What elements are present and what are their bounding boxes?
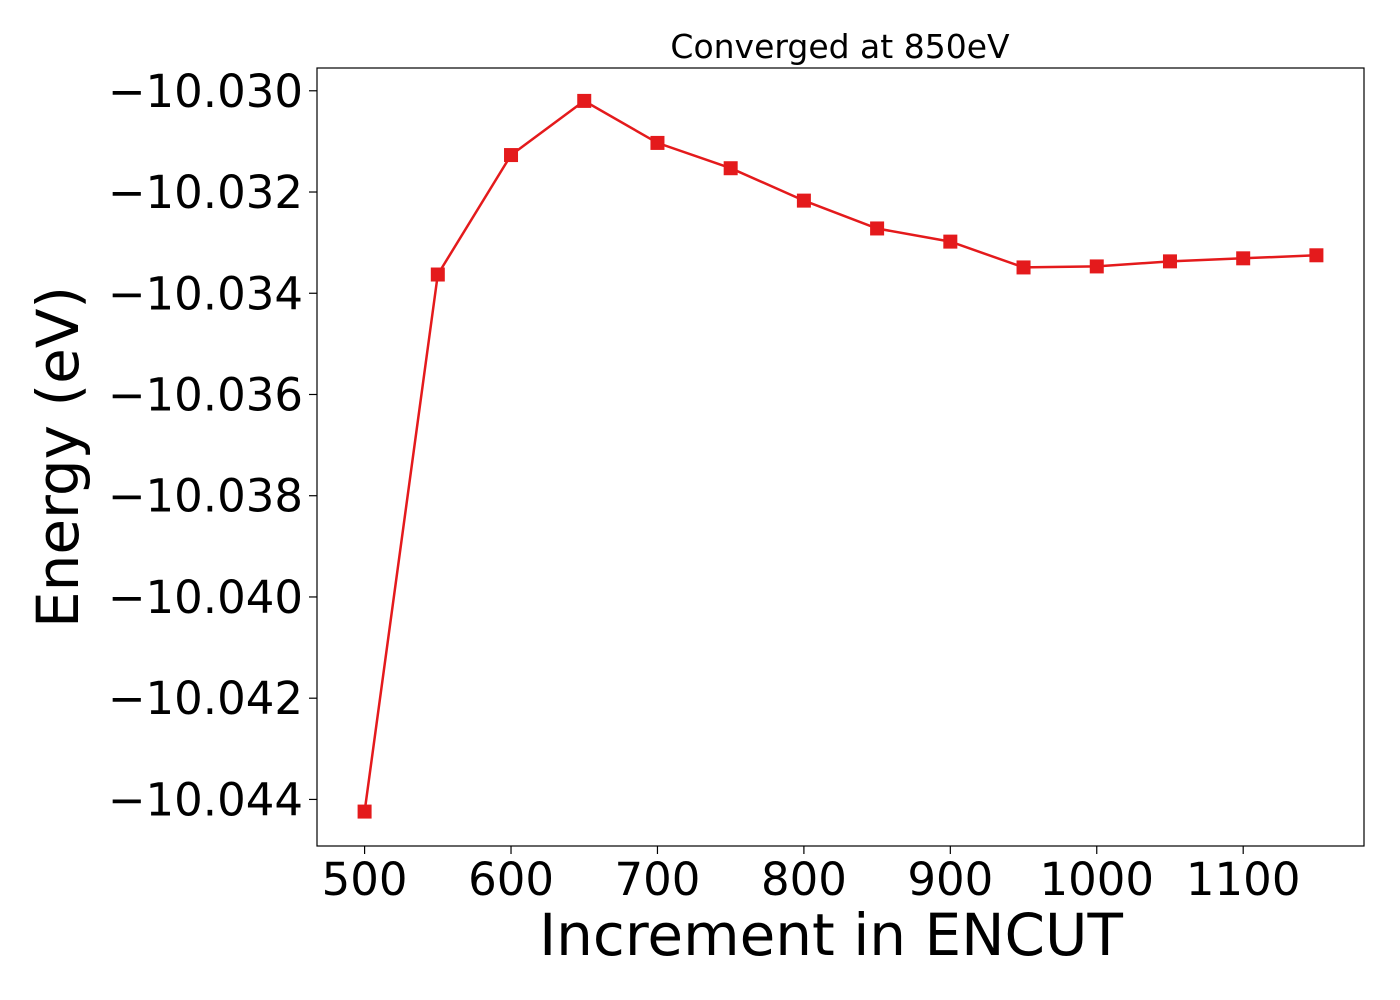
y-tick-label: −10.034 [108, 267, 303, 320]
data-point [577, 93, 592, 108]
x-tick-label: 800 [761, 853, 847, 906]
data-point [504, 148, 519, 163]
data-point [943, 234, 958, 249]
x-tick-label: 1100 [1186, 853, 1301, 906]
x-tick-label: 1000 [1039, 853, 1154, 906]
data-point [1089, 259, 1104, 274]
y-tick-label: −10.040 [108, 571, 303, 624]
series-line [363, 99, 1317, 812]
y-tick-label: −10.036 [108, 368, 303, 421]
x-axis-label: Increment in ENCUT [539, 901, 1123, 969]
data-point [723, 161, 738, 176]
y-tick-label: −10.044 [108, 773, 303, 826]
y-tick-label: −10.030 [108, 65, 303, 118]
x-axis: 500 600 700 800 900 1000 1100 [322, 846, 1301, 906]
y-tick-label: −10.032 [108, 166, 303, 219]
chart-title: Converged at 850eV [670, 27, 1010, 66]
data-point [796, 193, 811, 208]
data-point [1016, 260, 1031, 275]
data-point [1162, 254, 1177, 269]
x-tick-label: 600 [468, 853, 554, 906]
series-layer [357, 93, 1324, 819]
x-tick-label: 900 [907, 853, 993, 906]
y-tick-label: −10.038 [108, 470, 303, 523]
x-tick-label: 500 [322, 853, 408, 906]
y-axis-label: Energy (eV) [24, 286, 92, 628]
data-point [430, 267, 445, 282]
data-point [870, 221, 885, 236]
data-point [1309, 248, 1324, 263]
plot-frame [316, 67, 1365, 847]
y-tick-label: −10.042 [108, 672, 303, 725]
data-point [1236, 251, 1251, 266]
data-point [650, 135, 665, 150]
x-tick-label: 700 [615, 853, 701, 906]
data-point [357, 804, 372, 819]
y-axis: −10.030 −10.032 −10.034 −10.036 −10.038 −10.0… [108, 65, 317, 826]
